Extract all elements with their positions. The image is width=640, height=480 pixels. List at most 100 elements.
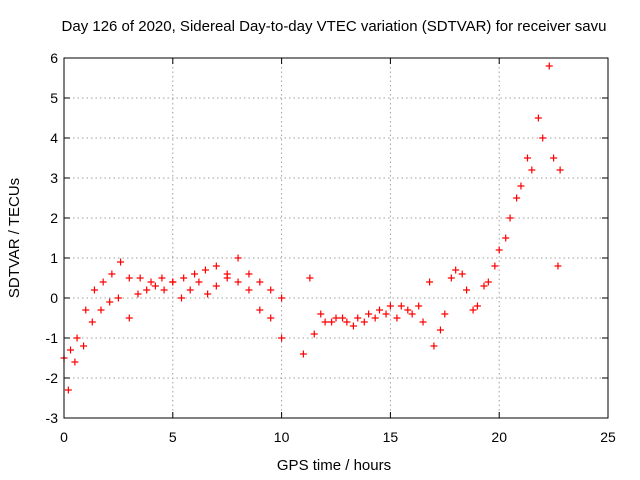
- data-point: [404, 306, 412, 314]
- data-point: [267, 314, 275, 322]
- data-point: [332, 314, 340, 322]
- data-point: [513, 194, 521, 202]
- data-point: [160, 286, 168, 294]
- data-point: [90, 286, 98, 294]
- data-point: [99, 278, 107, 286]
- data-point: [408, 310, 416, 318]
- data-point: [491, 262, 499, 270]
- data-point: [539, 134, 547, 142]
- data-point: [143, 286, 151, 294]
- data-point: [419, 318, 427, 326]
- data-point: [212, 262, 220, 270]
- data-point: [545, 62, 553, 70]
- y-tick-label: 6: [50, 50, 58, 66]
- data-point: [151, 282, 159, 290]
- data-point: [473, 302, 481, 310]
- data-point: [528, 166, 536, 174]
- x-tick-label: 20: [491, 429, 507, 445]
- x-axis-label: GPS time / hours: [277, 457, 391, 474]
- data-point: [178, 294, 186, 302]
- y-tick-label: -1: [46, 330, 59, 346]
- data-point: [517, 182, 525, 190]
- data-point: [278, 334, 286, 342]
- data-points: [60, 62, 564, 394]
- y-tick-label: 4: [50, 130, 58, 146]
- data-point: [534, 114, 542, 122]
- data-point: [97, 306, 105, 314]
- data-point: [169, 278, 177, 286]
- data-point: [212, 282, 220, 290]
- data-point: [195, 278, 203, 286]
- data-point: [117, 258, 125, 266]
- data-point: [360, 318, 368, 326]
- plot-frame: [63, 57, 609, 419]
- data-point: [186, 286, 194, 294]
- x-tick-label: 15: [383, 429, 399, 445]
- data-point: [125, 314, 133, 322]
- data-point: [550, 154, 558, 162]
- data-point: [480, 282, 488, 290]
- x-tick-label: 5: [169, 429, 177, 445]
- data-point: [328, 318, 336, 326]
- data-point: [306, 274, 314, 282]
- data-point: [458, 270, 466, 278]
- data-point: [382, 310, 390, 318]
- data-point: [502, 234, 510, 242]
- data-point: [180, 274, 188, 282]
- data-point: [278, 294, 286, 302]
- data-point: [88, 318, 96, 326]
- data-point: [397, 302, 405, 310]
- data-point: [108, 270, 116, 278]
- data-point: [354, 314, 362, 322]
- data-point: [67, 346, 75, 354]
- y-axis-label: SDTVAR / TECUs: [6, 178, 23, 298]
- data-point: [234, 278, 242, 286]
- y-tick-label: 1: [50, 250, 58, 266]
- y-tick-label: 5: [50, 90, 58, 106]
- y-tick-label: 2: [50, 210, 58, 226]
- data-point: [436, 326, 444, 334]
- data-point: [82, 306, 90, 314]
- data-point: [523, 154, 531, 162]
- x-tick-label: 0: [60, 429, 68, 445]
- data-point: [71, 358, 79, 366]
- data-point: [447, 274, 455, 282]
- data-point: [256, 278, 264, 286]
- data-point: [556, 166, 564, 174]
- data-point: [299, 350, 307, 358]
- data-point: [114, 294, 122, 302]
- data-point: [441, 310, 449, 318]
- data-point: [554, 262, 562, 270]
- data-point: [136, 274, 144, 282]
- data-point: [371, 314, 379, 322]
- data-point: [106, 298, 114, 306]
- data-point: [365, 310, 373, 318]
- y-tick-label: 3: [50, 170, 58, 186]
- data-point: [223, 274, 231, 282]
- y-tick-label: -3: [46, 410, 59, 426]
- data-point: [158, 274, 166, 282]
- grid-lines: [64, 58, 608, 418]
- x-tick-label: 25: [600, 429, 616, 445]
- data-point: [204, 290, 212, 298]
- data-point: [415, 302, 423, 310]
- data-point: [256, 306, 264, 314]
- data-point: [64, 386, 72, 394]
- axis-ticks: 0 5 10 15 20 25 -3 -2 -1 0 1 2 3 4 5 6: [46, 50, 616, 445]
- data-point: [469, 306, 477, 314]
- data-point: [506, 214, 514, 222]
- data-point: [393, 314, 401, 322]
- data-point: [452, 266, 460, 274]
- data-point: [245, 270, 253, 278]
- data-point: [463, 286, 471, 294]
- data-point: [386, 302, 394, 310]
- data-point: [147, 278, 155, 286]
- data-point: [430, 342, 438, 350]
- data-point: [125, 274, 133, 282]
- data-point: [310, 330, 318, 338]
- data-point: [234, 254, 242, 262]
- data-point: [343, 318, 351, 326]
- data-point: [495, 246, 503, 254]
- x-tick-label: 10: [274, 429, 290, 445]
